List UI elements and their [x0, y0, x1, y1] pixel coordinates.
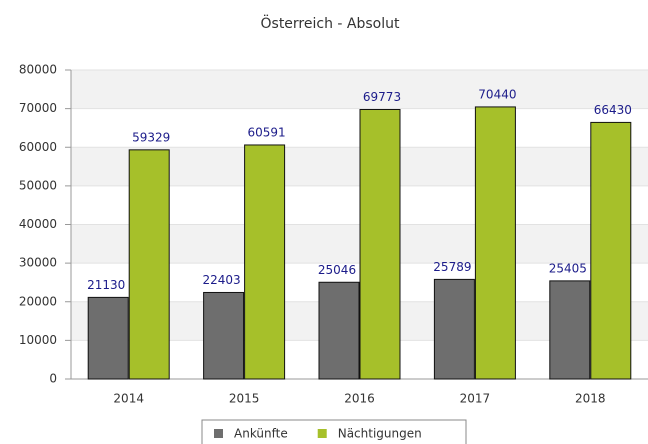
bar	[549, 280, 591, 380]
value-label: 25405	[549, 261, 587, 275]
x-tick-label: 2014	[113, 392, 144, 406]
value-label: 66430	[594, 103, 632, 117]
bar	[359, 109, 401, 380]
legend-label: Nächtigungen	[338, 427, 422, 441]
value-label: 60591	[248, 125, 286, 139]
value-label: 21130	[87, 278, 125, 292]
y-tick-label: 0	[49, 372, 57, 386]
x-tick-label: 2018	[575, 392, 606, 406]
y-tick-label: 10000	[19, 333, 57, 347]
legend-swatch	[317, 429, 327, 438]
chart-title: Österreich - Absolut	[261, 14, 400, 32]
legend-swatch	[214, 429, 223, 438]
bar	[590, 121, 632, 380]
y-tick-label: 60000	[19, 140, 57, 154]
y-tick-label: 30000	[19, 256, 57, 270]
value-label: 25789	[433, 260, 471, 274]
value-label: 69773	[363, 90, 401, 104]
value-label: 70440	[478, 87, 516, 101]
bar	[318, 281, 360, 380]
value-label: 59329	[132, 130, 170, 144]
y-tick-label: 50000	[19, 178, 57, 192]
value-label: 25046	[318, 263, 356, 277]
bar	[128, 149, 170, 380]
y-tick-label: 70000	[19, 101, 57, 115]
bar	[433, 278, 475, 380]
bar	[87, 296, 129, 380]
grid-band	[71, 70, 648, 109]
y-tick-label: 80000	[19, 63, 57, 77]
bar	[244, 144, 286, 380]
bar	[203, 291, 245, 380]
legend-box	[201, 419, 467, 444]
x-tick-label: 2016	[344, 392, 375, 406]
x-tick-label: 2017	[460, 392, 491, 406]
value-label: 22403	[203, 273, 241, 287]
legend-label: Ankünfte	[234, 427, 288, 441]
y-tick-label: 40000	[19, 217, 57, 231]
bar	[474, 106, 516, 380]
x-tick-label: 2015	[229, 392, 260, 406]
y-tick-label: 20000	[19, 294, 57, 308]
